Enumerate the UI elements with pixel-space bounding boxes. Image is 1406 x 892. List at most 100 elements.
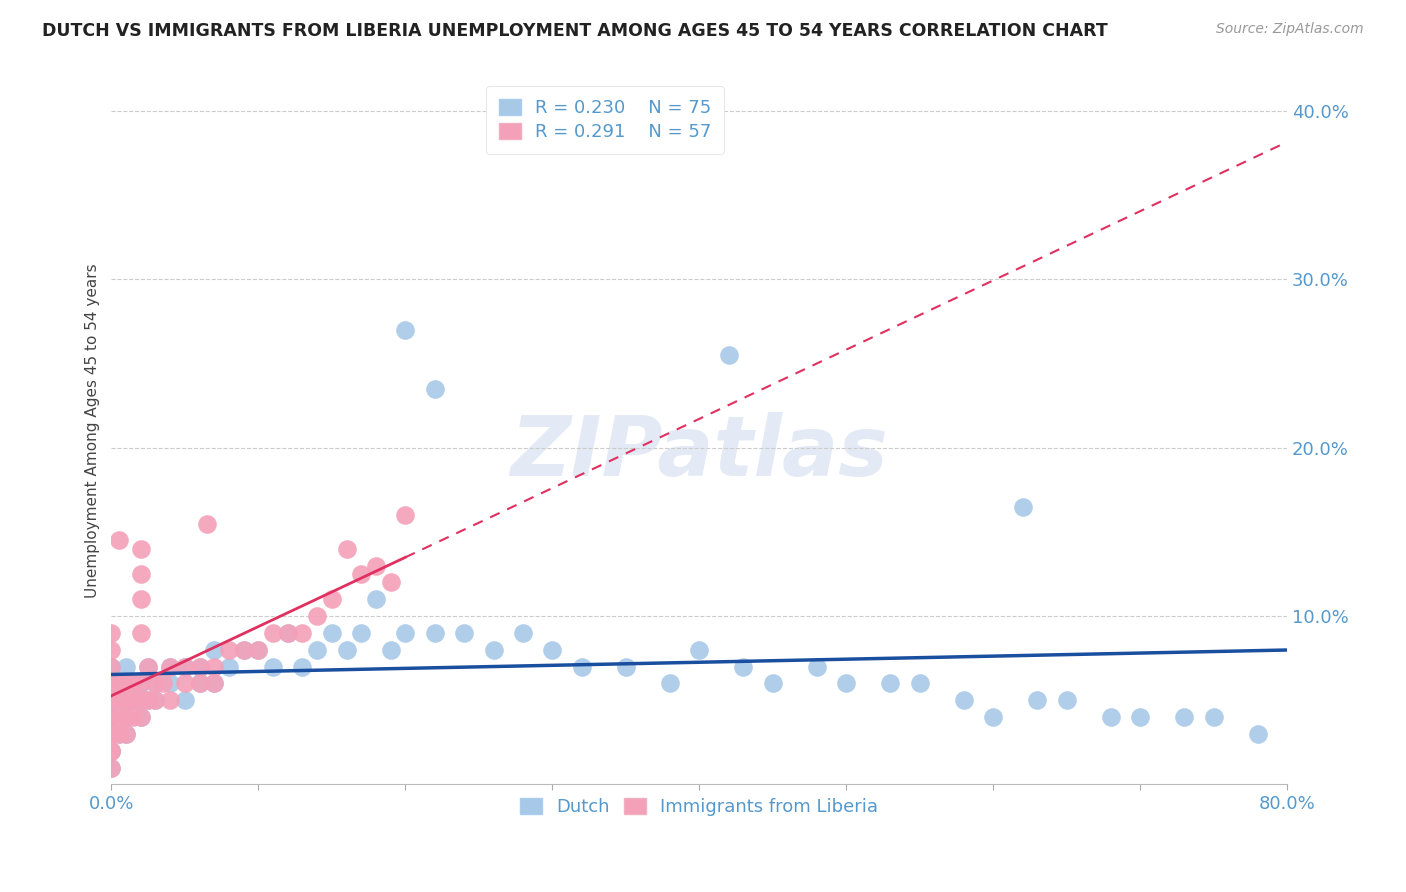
Point (122, 693, 145, 707)
Point (307, 642, 329, 657)
Point (129, 626, 152, 640)
Point (202, 676, 225, 690)
Point (100, 642, 122, 657)
Point (1056, 693, 1078, 707)
Point (879, 676, 901, 690)
Point (100, 659, 122, 673)
Point (107, 727, 129, 741)
Text: ZIPatlas: ZIPatlas (510, 411, 889, 492)
Point (122, 676, 145, 690)
Point (277, 626, 299, 640)
Point (115, 676, 138, 690)
Point (688, 642, 710, 657)
Point (115, 693, 138, 707)
Point (614, 659, 637, 673)
Point (321, 626, 343, 640)
Point (100, 744, 122, 758)
Point (1202, 710, 1225, 724)
Point (100, 710, 122, 724)
Point (733, 659, 755, 673)
Point (136, 659, 159, 673)
Point (423, 626, 446, 640)
Point (394, 626, 416, 640)
Point (174, 676, 197, 690)
Point (115, 710, 138, 724)
Point (247, 642, 270, 657)
Point (218, 642, 240, 657)
Point (188, 676, 211, 690)
Point (100, 744, 122, 758)
Point (835, 676, 858, 690)
Point (277, 626, 299, 640)
Text: DUTCH VS IMMIGRANTS FROM LIBERIA UNEMPLOYMENT AMONG AGES 45 TO 54 YEARS CORRELAT: DUTCH VS IMMIGRANTS FROM LIBERIA UNEMPLO… (42, 22, 1108, 40)
Point (174, 659, 197, 673)
Point (129, 693, 152, 707)
Point (100, 744, 122, 758)
Point (717, 348, 740, 362)
Point (145, 693, 167, 707)
Point (136, 693, 159, 707)
Point (107, 727, 129, 741)
Point (129, 592, 152, 607)
Point (115, 676, 138, 690)
Point (380, 642, 402, 657)
Point (122, 693, 145, 707)
Point (100, 676, 122, 690)
Point (1011, 500, 1033, 514)
Point (423, 382, 446, 396)
Point (129, 541, 152, 556)
Point (195, 516, 218, 531)
Point (145, 676, 167, 690)
Point (350, 626, 373, 640)
Text: Source: ZipAtlas.com: Source: ZipAtlas.com (1216, 22, 1364, 37)
Point (321, 592, 343, 607)
Point (129, 567, 152, 582)
Point (1099, 710, 1122, 724)
Point (100, 761, 122, 775)
Point (232, 642, 254, 657)
Point (202, 642, 225, 657)
Point (981, 710, 1004, 724)
Point (100, 659, 122, 673)
Point (136, 659, 159, 673)
Point (908, 676, 931, 690)
Point (145, 693, 167, 707)
Point (218, 659, 240, 673)
Point (100, 710, 122, 724)
Point (115, 693, 138, 707)
Point (453, 626, 475, 640)
Point (247, 642, 270, 657)
Point (129, 710, 152, 724)
Point (100, 727, 122, 741)
Point (1026, 693, 1049, 707)
Point (129, 710, 152, 724)
Point (1173, 710, 1195, 724)
Point (152, 676, 174, 690)
Point (202, 659, 225, 673)
Point (394, 508, 416, 522)
Point (658, 676, 681, 690)
Point (291, 626, 314, 640)
Point (188, 676, 211, 690)
Point (952, 693, 974, 707)
Point (122, 676, 145, 690)
Point (107, 693, 129, 707)
Point (159, 659, 181, 673)
Point (291, 659, 314, 673)
Point (129, 676, 152, 690)
Point (350, 567, 373, 582)
Point (1247, 727, 1270, 741)
Point (512, 626, 534, 640)
Point (100, 693, 122, 707)
Point (115, 727, 138, 741)
Point (136, 693, 159, 707)
Point (307, 609, 329, 624)
Point (100, 676, 122, 690)
Point (122, 710, 145, 724)
Point (145, 676, 167, 690)
Point (100, 626, 122, 640)
Point (115, 659, 138, 673)
Point (232, 642, 254, 657)
Point (394, 323, 416, 337)
Point (159, 659, 181, 673)
